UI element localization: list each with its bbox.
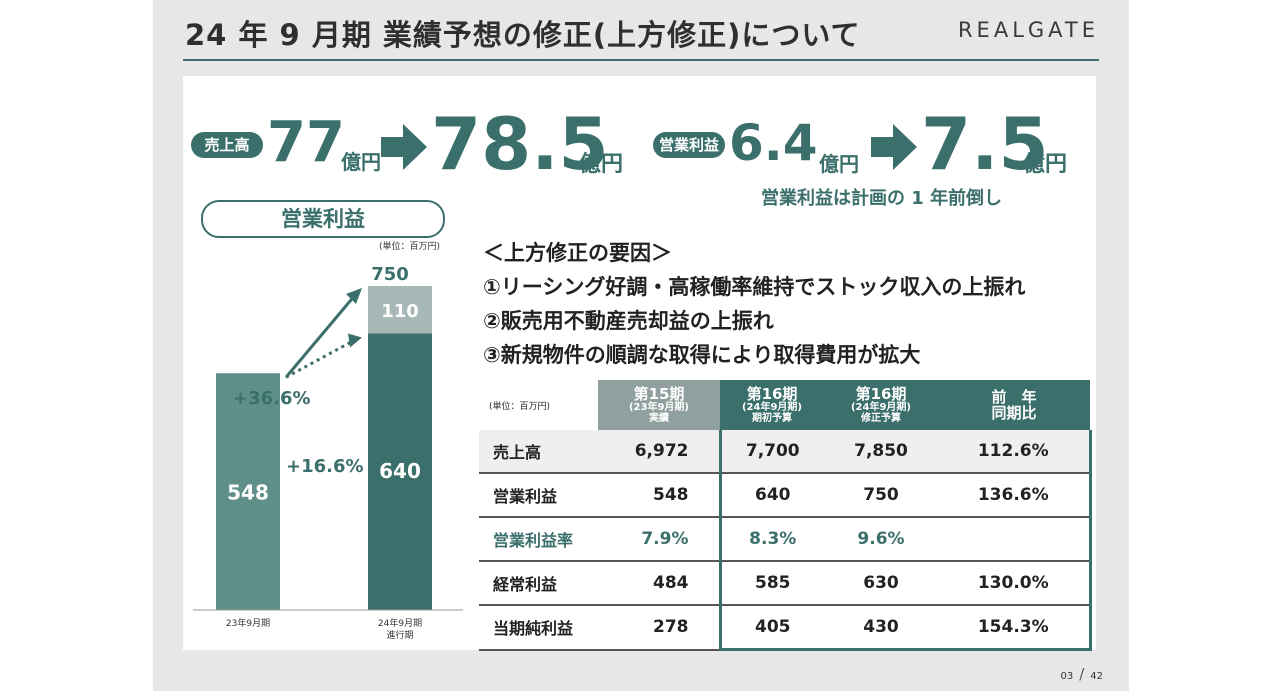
header-main: 第16期	[746, 384, 798, 403]
row-label: 売上高	[479, 430, 598, 474]
table-cell: 484	[598, 561, 720, 606]
table-cell: 585	[718, 561, 824, 606]
table-column-header: 第15期 (23年9月期) 実績	[598, 380, 720, 430]
table-cell: 112.6%	[938, 430, 1092, 474]
sales-to-unit: 億円	[579, 152, 624, 177]
table-cell: 6,972	[598, 430, 720, 474]
growth-arrow-solid	[284, 293, 358, 379]
growth-arrow-dotted	[285, 340, 353, 379]
table-row: 売上高 6,972 7,700 7,850 112.6%	[479, 430, 1092, 474]
header-sub: 同期比	[991, 404, 1037, 422]
table-unit: (単位：百万円)	[489, 401, 551, 412]
page-separator: /	[1079, 665, 1085, 683]
chart-unit: (単位：百万円)	[379, 242, 441, 252]
row-label: 当期純利益	[479, 605, 598, 651]
reasons-block: ＜上方修正の要因＞ ①リーシング好調・高稼働率維持でストック収入の上振れ ②販売…	[483, 236, 1025, 372]
op-note: 営業利益は計画の 1 年前倒し	[761, 188, 1003, 209]
header-sub: 実績	[649, 413, 669, 425]
header-main: 前 年	[991, 387, 1037, 406]
op-to: 7.5	[921, 102, 1049, 186]
header-main: 第16期	[855, 384, 907, 403]
table-cell: 750	[824, 473, 938, 518]
reasons-heading: ＜上方修正の要因＞	[483, 241, 672, 265]
reason-item: ②販売用不動産売却益の上振れ	[483, 309, 774, 333]
bar-2023	[216, 373, 280, 610]
table-cell: 430	[824, 605, 938, 651]
right-arrow-icon	[871, 124, 917, 170]
growth-label: +36.6%	[233, 388, 311, 409]
header-main: 第15期	[633, 384, 685, 403]
header-sub: 修正予算	[861, 413, 901, 425]
page-total: 42	[1090, 671, 1103, 682]
sales-to: 78.5	[431, 102, 609, 186]
reason-item: ①リーシング好調・高稼働率維持でストック収入の上振れ	[483, 275, 1026, 299]
table-column-header: 第16期 (24年9月期) 期初予算	[720, 380, 824, 430]
x-tick-label: 24年9月期	[378, 617, 422, 629]
reason-item: ③新規物件の順調な取得により取得費用が拡大	[483, 343, 921, 367]
header-sub: (24年9月期)	[850, 402, 911, 414]
bar-total-label: 750	[371, 264, 409, 285]
sales-from-unit: 億円	[341, 150, 381, 174]
op-from-unit: 億円	[819, 152, 859, 176]
arrowhead-icon	[348, 333, 362, 348]
table-cell: 548	[598, 473, 720, 518]
table-column-header: 前 年同期比	[938, 380, 1090, 430]
page-number: 03 / 42	[1060, 665, 1103, 683]
chart-title-pill: 営業利益	[201, 200, 445, 238]
table-column-header: 第16期 (24年9月期) 修正予算	[824, 380, 938, 430]
table-cell: 278	[598, 605, 720, 651]
table-cell	[938, 517, 1092, 562]
table-row: 当期純利益 278 405 430 154.3%	[479, 605, 1092, 651]
arrowhead-icon	[346, 288, 362, 304]
table-row: 経常利益 484 585 630 130.0%	[479, 561, 1092, 606]
table-cell: 405	[718, 605, 824, 651]
x-tick-label: 23年9月期	[226, 617, 270, 629]
bar-value-label: 110	[381, 301, 419, 322]
bar-2024-base	[368, 333, 432, 610]
bar-value-label: 640	[379, 459, 421, 483]
page-title: 24 年 9 月期 業績予想の修正(上方修正)について	[185, 18, 861, 52]
table-cell: 130.0%	[938, 561, 1092, 606]
table-cell: 7.9%	[598, 517, 720, 562]
table-cell: 640	[718, 473, 824, 518]
table-cell: 154.3%	[938, 605, 1092, 651]
row-label: 営業利益率	[479, 517, 598, 562]
table-cell: 8.3%	[718, 517, 824, 562]
bar-value-label: 548	[227, 481, 269, 505]
table-row: 営業利益率 7.9% 8.3% 9.6%	[479, 517, 1092, 562]
header-sub: (24年9月期)	[741, 402, 802, 414]
table-cell: 7,850	[824, 430, 938, 474]
sales-pill: 売上高	[191, 132, 263, 158]
header-sub: (23年9月期)	[628, 402, 689, 414]
table-row: 営業利益 548 640 750 136.6%	[479, 473, 1092, 518]
right-arrow-icon	[381, 124, 427, 170]
table-cell: 7,700	[718, 430, 824, 474]
op-pill: 営業利益	[653, 132, 725, 158]
slide: 24 年 9 月期 業績予想の修正(上方修正)について REALGATE 売上高…	[153, 0, 1129, 691]
row-label: 営業利益	[479, 473, 598, 518]
data-table: (単位：百万円) 第15期 (23年9月期) 実績 第16期 (24年9月期) 期初予算 第1…	[479, 380, 1092, 651]
table-cell: 136.6%	[938, 473, 1092, 518]
sales-from: 77	[267, 110, 345, 175]
page-current: 03	[1060, 671, 1074, 682]
content-panel: 売上高 77 億円 78.5 億円 営業利益 6.4 億円 7.5 億円 営業利…	[183, 76, 1096, 651]
row-label: 経常利益	[479, 561, 598, 606]
brand-logo: REALGATE	[957, 18, 1099, 42]
op-from: 6.4	[729, 114, 818, 172]
x-tick-label: 進行期	[386, 629, 413, 641]
table-cell: 9.6%	[824, 517, 938, 562]
header-sub: 期初予算	[752, 413, 792, 425]
title-rule	[183, 59, 1099, 61]
table-cell: 630	[824, 561, 938, 606]
growth-label: +16.6%	[286, 456, 364, 477]
bar-2024-upside	[368, 286, 432, 334]
op-to-unit: 億円	[1023, 152, 1068, 177]
table-header-row: (単位：百万円) 第15期 (23年9月期) 実績 第16期 (24年9月期) 期初予算 第1…	[479, 380, 1090, 430]
